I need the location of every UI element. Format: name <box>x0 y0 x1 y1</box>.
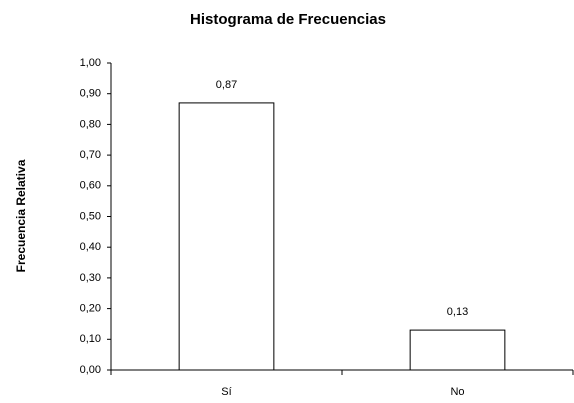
y-tick-label: 0,50 <box>80 210 101 222</box>
bar <box>178 102 275 371</box>
x-tick-label: Sí <box>221 386 231 398</box>
y-tick-label: 0,90 <box>80 88 101 100</box>
y-tick-label: 0,40 <box>80 241 101 253</box>
y-tick-label: 0,20 <box>80 303 101 315</box>
y-tick-label: 0,60 <box>80 180 101 192</box>
x-tick-label: No <box>450 386 464 398</box>
y-tick-label: 0,00 <box>80 364 101 376</box>
bar <box>409 329 506 371</box>
y-tick-label: 1,00 <box>80 57 101 69</box>
chart-title: Histograma de Frecuencias <box>190 11 386 28</box>
y-tick-label: 0,70 <box>80 149 101 161</box>
y-axis-label: Frecuencia Relativa <box>14 159 28 272</box>
y-tick-label: 0,30 <box>80 272 101 284</box>
y-tick-label: 0,80 <box>80 118 101 130</box>
y-tick-label: 0,10 <box>80 333 101 345</box>
data-label: 0,13 <box>447 306 468 318</box>
data-label: 0,87 <box>216 79 237 91</box>
